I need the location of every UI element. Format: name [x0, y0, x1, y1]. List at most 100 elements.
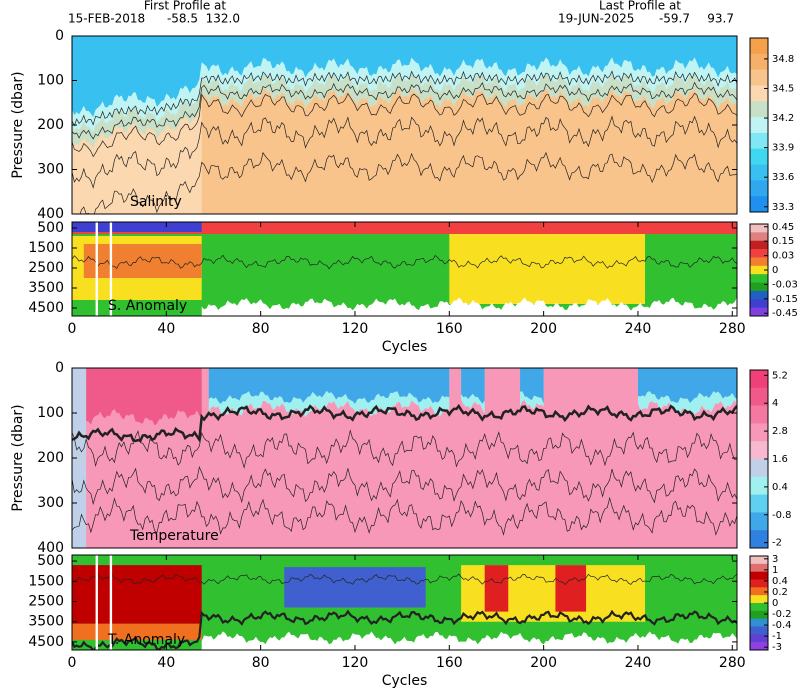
x-tick-label: 120 [342, 321, 369, 337]
panel-label: T. Anomaly [107, 632, 185, 648]
y-tick-label: 3500 [28, 614, 64, 630]
colorbar-segment [750, 587, 768, 596]
colorbar-segment [750, 563, 768, 573]
colorbar-segment [750, 249, 768, 258]
contour-fill [72, 93, 202, 214]
y-tick-label: 300 [37, 162, 64, 178]
colorbar-label: -0.4 [772, 620, 792, 631]
contour-fill [520, 368, 544, 404]
colorbar-segment [750, 274, 768, 284]
colorbar-segment [750, 642, 768, 651]
colorbar-label: 3 [772, 554, 778, 565]
x-tick-label: 200 [530, 655, 557, 671]
y-tick-label: 4500 [28, 634, 64, 650]
contour-fill [637, 368, 737, 404]
colorbar-segment [750, 38, 768, 55]
y-tick-label: 1500 [28, 573, 64, 589]
colorbar-segment [750, 265, 768, 275]
colorbar-segment [750, 282, 768, 292]
colorbar-label: 0 [772, 598, 778, 609]
contour-line [72, 573, 737, 586]
panel-label: Salinity [130, 194, 182, 210]
colorbar-label: -0.8 [772, 510, 792, 521]
contour-line [72, 609, 737, 650]
x-tick-label: 200 [530, 321, 557, 337]
contour-line [72, 115, 737, 189]
colorbar-label: 5.2 [772, 370, 788, 381]
contour-fill [72, 222, 202, 232]
plot-area [72, 368, 737, 548]
colorbar-segment [750, 224, 768, 233]
contour-line [72, 151, 737, 214]
contour-fill [284, 567, 426, 608]
contour-fill [72, 36, 737, 117]
colorbar-segment [750, 196, 768, 213]
colorbar-segment [750, 232, 768, 242]
colorbar-segment [750, 595, 768, 604]
y-tick-label: 200 [37, 117, 64, 133]
first-date: 15-FEB-2018 [68, 12, 145, 26]
contour-line [72, 429, 737, 469]
contour-fill [449, 234, 646, 304]
colorbar-segment [750, 132, 768, 150]
y-tick-label: 200 [37, 450, 64, 466]
colorbar-label: 0.4 [772, 576, 788, 587]
y-tick-label: 500 [37, 553, 64, 569]
colorbar-segment [750, 370, 768, 389]
x-tick-label: 40 [157, 321, 175, 337]
x-tick-label: 280 [719, 321, 746, 337]
colorbar-label: 0.15 [772, 236, 794, 247]
x-tick-label: 120 [342, 655, 369, 671]
x-tick-label: 160 [436, 321, 463, 337]
y-tick-label: 0 [55, 360, 64, 376]
contour-line [72, 92, 737, 158]
colorbar-label: -0.2 [772, 609, 792, 620]
contour-fill [72, 368, 202, 426]
contour-line [72, 496, 737, 536]
colorbar-segment [750, 459, 768, 478]
panel-label: S. Anomaly [108, 298, 187, 314]
contour-fill [201, 297, 737, 316]
contour-line [72, 403, 737, 444]
colorbar-segment [750, 530, 768, 549]
colorbar-segment [750, 53, 768, 71]
colorbar-segment [750, 85, 768, 102]
y-tick-label: 100 [37, 405, 64, 421]
contour-fill [72, 623, 202, 640]
colorbar-label: -0.15 [772, 294, 798, 305]
colorbar-segment [750, 556, 768, 565]
colorbar-label: -2 [772, 538, 782, 549]
colorbar-segment [750, 571, 768, 580]
colorbar-label: 0 [772, 265, 778, 276]
colorbar-label: 34.5 [772, 83, 794, 94]
plot-area [72, 36, 737, 214]
colorbar-segment [750, 610, 768, 620]
colorbar-label: 33.9 [772, 143, 794, 154]
colorbar-segment [750, 626, 768, 635]
colorbar-frame [749, 37, 769, 213]
colorbar-label: -1 [772, 631, 782, 642]
panel-label: Temperature [129, 528, 219, 544]
colorbar-segment [750, 240, 768, 250]
y-tick-label: 500 [37, 220, 64, 236]
colorbar-label: -0.03 [772, 279, 798, 290]
x-tick-label: 80 [252, 321, 270, 337]
y-axis-label: Pressure (dbar) [10, 404, 26, 511]
first-lon: 132.0 [206, 12, 240, 26]
x-tick-label: 240 [625, 321, 652, 337]
x-tick-label: 0 [68, 321, 77, 337]
y-tick-label: 400 [37, 206, 64, 222]
contour-line [72, 81, 737, 140]
contour-fill [95, 222, 98, 316]
y-tick-label: 3500 [28, 280, 64, 296]
colorbar-label: 34.2 [772, 113, 794, 124]
x-tick-label: 40 [157, 655, 175, 671]
x-tick-label: 0 [68, 655, 77, 671]
colorbar-segment [750, 117, 768, 134]
colorbar-label: 0.03 [772, 251, 794, 262]
contour-fill [109, 222, 113, 316]
y-tick-label: 2500 [28, 260, 64, 276]
colorbar-segment [750, 290, 768, 300]
contour-fill [72, 565, 202, 624]
